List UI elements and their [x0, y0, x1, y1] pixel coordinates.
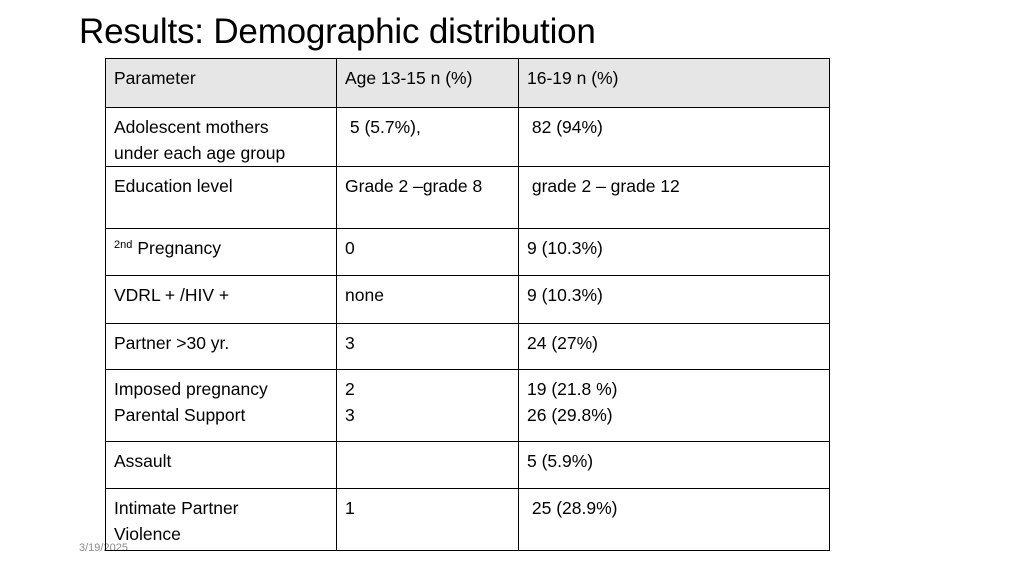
age-13-15-cell: 2 3	[336, 369, 519, 442]
age-13-15-cell	[336, 441, 519, 489]
table-row: Education level Grade 2 –grade 8 grade 2…	[105, 166, 830, 229]
value-line: 2	[345, 379, 355, 399]
age-13-15-cell: 0	[336, 228, 519, 276]
age-13-15-cell: 3	[336, 323, 519, 370]
age-13-15-cell: 5 (5.7%),	[336, 107, 519, 167]
table-row: VDRL + /HIV + none 9 (10.3%)	[105, 275, 830, 324]
age-16-19-cell: 5 (5.9%)	[518, 441, 830, 489]
value-line: 19 (21.8 %)	[527, 379, 618, 399]
header-parameter: Parameter	[105, 58, 337, 108]
age-16-19-cell: grade 2 – grade 12	[518, 166, 830, 229]
header-age-16-19: 16-19 n (%)	[518, 58, 830, 108]
parameter-cell: VDRL + /HIV +	[105, 275, 337, 324]
value-line: 26 (29.8%)	[527, 405, 613, 425]
parameter-cell: Imposed pregnancy Parental Support	[105, 369, 337, 442]
superscript-ordinal: 2nd	[114, 239, 133, 251]
parameter-cell: 2nd Pregnancy	[105, 228, 337, 276]
age-16-19-cell: 25 (28.9%)	[518, 488, 830, 551]
parameter-line: Adolescent mothers	[114, 117, 269, 137]
table-row: Intimate Partner Violence 1 25 (28.9%)	[105, 488, 830, 551]
parameter-line: under each age group	[114, 143, 286, 163]
parameter-text: Pregnancy	[137, 238, 222, 258]
parameter-line: Violence	[114, 524, 181, 544]
age-16-19-cell: 24 (27%)	[518, 323, 830, 370]
header-age-13-15: Age 13-15 n (%)	[336, 58, 519, 108]
table-row: Assault 5 (5.9%)	[105, 441, 830, 489]
value-line: 3	[345, 405, 355, 425]
table-row: Imposed pregnancy Parental Support 2 3 1…	[105, 369, 830, 442]
age-16-19-cell: 19 (21.8 %) 26 (29.8%)	[518, 369, 830, 442]
table-row: Partner >30 yr. 3 24 (27%)	[105, 323, 830, 370]
parameter-cell: Education level	[105, 166, 337, 229]
demographic-table: Parameter Age 13-15 n (%) 16-19 n (%) Ad…	[105, 58, 830, 551]
table-row: Adolescent mothers under each age group …	[105, 107, 830, 167]
age-13-15-cell: 1	[336, 488, 519, 551]
parameter-cell: Partner >30 yr.	[105, 323, 337, 370]
parameter-line: Imposed pregnancy	[114, 379, 268, 399]
age-16-19-cell: 9 (10.3%)	[518, 275, 830, 324]
age-13-15-cell: Grade 2 –grade 8	[336, 166, 519, 229]
parameter-cell: Intimate Partner Violence	[105, 488, 337, 551]
age-16-19-cell: 82 (94%)	[518, 107, 830, 167]
slide-title: Results: Demographic distribution	[79, 12, 596, 51]
parameter-line: Parental Support	[114, 405, 246, 425]
age-16-19-cell: 9 (10.3%)	[518, 228, 830, 276]
parameter-cell: Assault	[105, 441, 337, 489]
table-header-row: Parameter Age 13-15 n (%) 16-19 n (%)	[105, 58, 830, 108]
age-13-15-cell: none	[336, 275, 519, 324]
table-row: 2nd Pregnancy 0 9 (10.3%)	[105, 228, 830, 276]
parameter-line: Intimate Partner	[114, 498, 239, 518]
parameter-cell: Adolescent mothers under each age group	[105, 107, 337, 167]
